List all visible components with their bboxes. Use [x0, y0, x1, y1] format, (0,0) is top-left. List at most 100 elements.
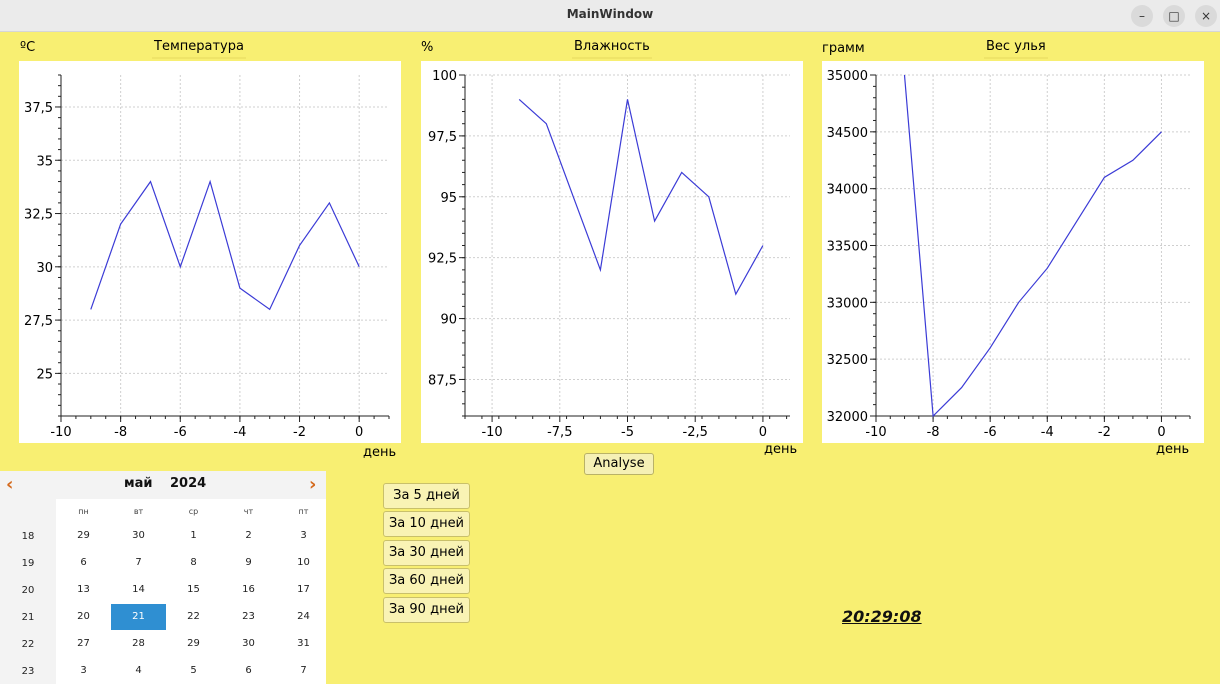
series-line: [518, 98, 764, 296]
x-tick-label: -5: [621, 425, 634, 440]
calendar-header: ‹ май 2024 ›: [0, 471, 326, 499]
chart-svg: -10 -7,5 -5 -2,5 0 87,5 90 92,5 95 97,5 100: [428, 69, 790, 440]
analyse-button[interactable]: Analyse: [584, 453, 654, 475]
humidity-chart-title: Влажность: [572, 39, 652, 59]
x-tick-label: -8: [927, 425, 940, 440]
title-bar: MainWindow – □ ×: [0, 0, 1220, 32]
y-tick-label: 100: [432, 69, 457, 84]
x-tick-label: 0: [355, 425, 363, 440]
calendar-next-month-button[interactable]: ›: [309, 474, 317, 495]
calendar-week-number: 20: [21, 585, 35, 596]
calendar-day[interactable]: 7: [300, 665, 307, 676]
calendar-day[interactable]: 23: [242, 611, 255, 622]
y-tick-label: 34000: [827, 183, 868, 198]
calendar-day[interactable]: 8: [190, 557, 197, 568]
y-tick-label: 30: [36, 261, 53, 276]
x-tick-label: -10: [865, 425, 886, 440]
y-tick-label: 32,5: [24, 208, 53, 223]
calendar-day[interactable]: 31: [297, 638, 310, 649]
y-tick-label: 33500: [827, 240, 868, 255]
calendar-week-number: 18: [21, 531, 35, 542]
calendar-day[interactable]: 6: [245, 665, 252, 676]
series-line: [903, 74, 1162, 418]
calendar-day[interactable]: 9: [245, 557, 252, 568]
x-tick-label: -6: [174, 425, 187, 440]
period-30-days-button[interactable]: За 30 дней: [383, 540, 470, 566]
period-10-days-button[interactable]: За 10 дней: [383, 511, 470, 537]
temperature-chart: -10 -8 -6 -4 -2 0 25 27,5 30 32,5 35 37,5: [19, 61, 401, 443]
calendar-day[interactable]: 1: [190, 530, 197, 541]
y-tick-label: 27,5: [24, 314, 53, 329]
calendar-weekday-header: чт: [243, 507, 254, 516]
calendar-day[interactable]: 13: [77, 584, 90, 595]
chart-svg: -10 -8 -6 -4 -2 0 32000 32500 33000 33500 34000 345…: [827, 69, 1191, 440]
calendar-day[interactable]: 3: [300, 530, 307, 541]
calendar-weekday-header: пн: [78, 507, 89, 516]
temperature-x-label: день: [363, 445, 397, 460]
period-90-days-button[interactable]: За 90 дней: [383, 597, 470, 623]
y-tick-label: 35000: [827, 69, 868, 84]
calendar-day[interactable]: 20: [77, 611, 90, 622]
calendar-month-selector[interactable]: май: [124, 476, 153, 491]
weight-chart: -10 -8 -6 -4 -2 0 32000 32500 33000 33500 34000 345…: [822, 61, 1204, 443]
calendar-prev-month-button[interactable]: ‹: [6, 474, 14, 495]
calendar-day-selected[interactable]: 21: [111, 604, 166, 630]
y-tick-label: 32500: [827, 353, 868, 368]
x-tick-label: -10: [50, 425, 71, 440]
calendar-day[interactable]: 15: [187, 584, 200, 595]
calendar-day[interactable]: 24: [297, 611, 310, 622]
calendar-day[interactable]: 28: [132, 638, 145, 649]
calendar-day[interactable]: 16: [242, 584, 255, 595]
y-tick-label: 32000: [827, 410, 868, 425]
calendar-day[interactable]: 29: [77, 530, 90, 541]
y-tick-label: 97,5: [428, 130, 457, 145]
period-60-days-button[interactable]: За 60 дней: [383, 568, 470, 594]
y-tick-label: 95: [440, 191, 457, 206]
calendar-day[interactable]: 10: [297, 557, 310, 568]
x-tick-label: 0: [1157, 425, 1165, 440]
calendar-week-number: 23: [21, 666, 35, 677]
weight-chart-title: Вес улья: [984, 39, 1048, 59]
y-tick-label: 90: [440, 313, 457, 328]
calendar-day[interactable]: 17: [297, 584, 310, 595]
calendar-day[interactable]: 30: [132, 530, 145, 541]
x-tick-label: -10: [481, 425, 502, 440]
calendar-day[interactable]: 7: [135, 557, 142, 568]
calendar-day[interactable]: 2: [245, 530, 252, 541]
close-button[interactable]: ×: [1195, 5, 1217, 27]
temperature-unit-label: ºC: [20, 40, 36, 55]
x-tick-label: -2: [293, 425, 306, 440]
x-tick-label: -6: [984, 425, 997, 440]
calendar-week-number-column: [0, 499, 56, 684]
maximize-button[interactable]: □: [1163, 5, 1185, 27]
y-tick-label: 25: [36, 367, 53, 382]
calendar-day[interactable]: 27: [77, 638, 90, 649]
calendar-year-selector[interactable]: 2024: [170, 476, 207, 491]
y-tick-label: 34500: [827, 126, 868, 141]
y-tick-label: 33000: [827, 296, 868, 311]
temperature-chart-title: Температура: [152, 39, 246, 59]
weight-x-label: день: [1156, 442, 1190, 457]
period-5-days-button[interactable]: За 5 дней: [383, 483, 470, 509]
calendar-day[interactable]: 29: [187, 638, 200, 649]
x-tick-label: -8: [114, 425, 127, 440]
calendar-day[interactable]: 3: [80, 665, 87, 676]
x-tick-label: -4: [1041, 425, 1054, 440]
y-tick-label: 92,5: [428, 252, 457, 267]
calendar-weekday-header: пт: [298, 507, 309, 516]
calendar-weekday-header: вт: [133, 507, 144, 516]
calendar-day[interactable]: 14: [132, 584, 145, 595]
calendar-day[interactable]: 4: [135, 665, 142, 676]
calendar-day[interactable]: 22: [187, 611, 200, 622]
y-tick-label: 37,5: [24, 101, 53, 116]
y-tick-label: 35: [36, 154, 53, 169]
y-tick-label: 87,5: [428, 373, 457, 388]
calendar-widget: ‹ май 2024 › пн вт ср чт пт 18 29 30 1 2 3 19 6 7 8 9 10…: [0, 471, 326, 684]
calendar-day[interactable]: 6: [80, 557, 87, 568]
clock-display: 20:29:08: [842, 607, 922, 626]
calendar-day[interactable]: 30: [242, 638, 255, 649]
weight-unit-label: грамм: [822, 41, 865, 56]
calendar-day[interactable]: 5: [190, 665, 197, 676]
x-tick-label: -2: [1098, 425, 1111, 440]
minimize-button[interactable]: –: [1131, 5, 1153, 27]
